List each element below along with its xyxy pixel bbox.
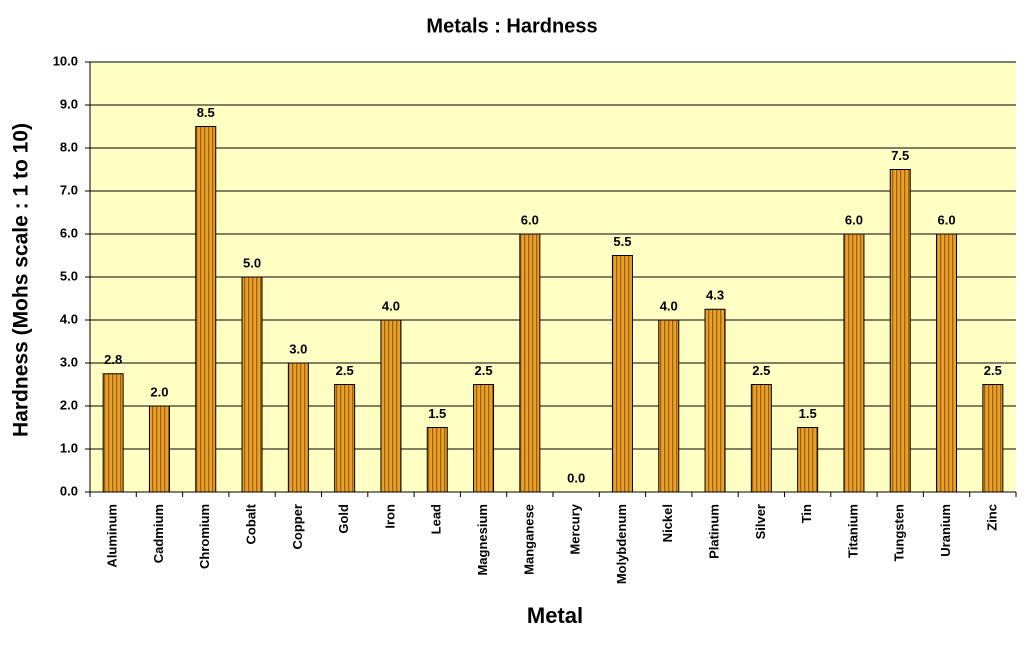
value-label: 2.5 [475, 363, 493, 378]
bar [750, 384, 772, 493]
x-tick-label: Lead [429, 504, 444, 534]
bar [334, 384, 356, 493]
value-label: 2.5 [752, 363, 770, 378]
value-label: 2.5 [336, 363, 354, 378]
y-tick-label: 9.0 [60, 96, 78, 111]
value-label: 1.5 [428, 406, 446, 421]
value-label: 0.0 [567, 470, 585, 485]
y-tick-label: 6.0 [60, 225, 78, 240]
x-tick-label: Aluminum [105, 504, 120, 568]
y-tick-label: 1.0 [60, 440, 78, 455]
x-tick-label: Chromium [197, 504, 212, 569]
y-tick-label: 4.0 [60, 311, 78, 326]
y-tick-label: 5.0 [60, 268, 78, 283]
x-tick-label: Tungsten [892, 504, 907, 562]
value-label: 6.0 [521, 212, 539, 227]
x-tick-label: Cobalt [243, 503, 258, 544]
bar [982, 384, 1004, 493]
bar [519, 233, 541, 493]
x-tick-label: Platinum [706, 504, 721, 559]
x-tick-label: Titanium [845, 504, 860, 558]
value-label: 2.5 [984, 363, 1002, 378]
value-label: 2.0 [150, 384, 168, 399]
bar [889, 169, 911, 493]
x-tick-label: Tin [799, 504, 814, 523]
x-tick-label: Manganese [521, 504, 536, 575]
value-label: 3.0 [289, 341, 307, 356]
bar [611, 255, 633, 493]
x-tick-label: Mercury [568, 503, 583, 554]
bar [797, 427, 819, 493]
y-tick-label: 3.0 [60, 354, 78, 369]
y-tick-label: 7.0 [60, 182, 78, 197]
y-axis-title: Hardness (Mohs scale : 1 to 10) [10, 123, 33, 437]
x-tick-label: Cadmium [151, 504, 166, 563]
x-tick-label: Copper [290, 504, 305, 550]
value-label: 5.0 [243, 255, 261, 270]
bar [148, 405, 170, 493]
bar [843, 233, 865, 493]
y-tick-label: 8.0 [60, 139, 78, 154]
bar [287, 362, 309, 493]
y-tick-label: 0.0 [60, 483, 78, 498]
value-label: 6.0 [845, 212, 863, 227]
bar [658, 319, 680, 493]
x-tick-label: Uranium [938, 504, 953, 557]
x-tick-label: Zinc [984, 504, 999, 531]
x-tick-label: Gold [336, 504, 351, 534]
value-label: 8.5 [197, 105, 215, 120]
x-axis-title: Metal [527, 603, 583, 628]
value-label: 6.0 [938, 212, 956, 227]
value-label: 4.0 [660, 298, 678, 313]
y-tick-label: 10.0 [53, 53, 78, 68]
x-tick-label: Iron [382, 504, 397, 529]
value-label: 5.5 [613, 234, 631, 249]
bar [102, 373, 124, 493]
value-label: 7.5 [891, 148, 909, 163]
bar [426, 427, 448, 493]
bar [195, 126, 217, 493]
value-label: 2.8 [104, 352, 122, 367]
value-label: 1.5 [799, 406, 817, 421]
bar [936, 233, 958, 493]
bar [241, 276, 263, 493]
value-label: 4.3 [706, 288, 724, 303]
x-tick-label: Silver [753, 504, 768, 539]
value-label: 4.0 [382, 298, 400, 313]
x-tick-label: Molybdenum [614, 504, 629, 584]
y-tick-label: 2.0 [60, 397, 78, 412]
bar [380, 319, 402, 493]
bar [704, 308, 726, 493]
x-tick-label: Magnesium [475, 504, 490, 576]
x-tick-label: Nickel [660, 504, 675, 542]
chart-title: Metals : Hardness [426, 15, 597, 37]
bar [473, 384, 495, 493]
